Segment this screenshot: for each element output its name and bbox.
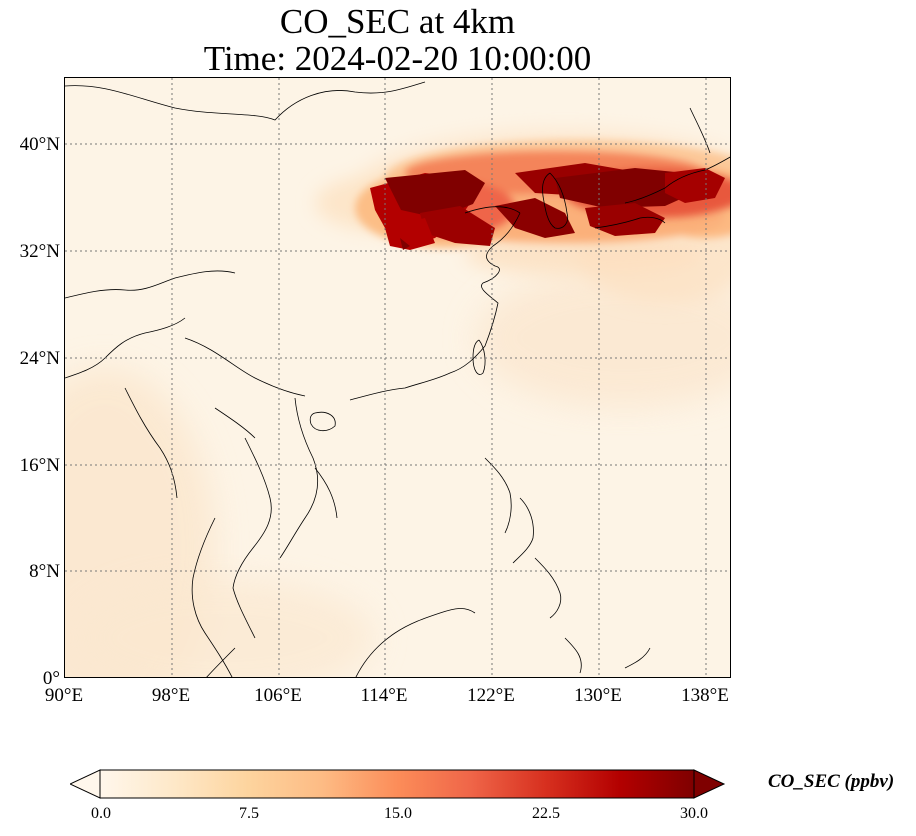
lat-tick-label: 24°N [19, 348, 60, 369]
map-canvas [65, 78, 730, 677]
lat-tick-label: 40°N [19, 134, 60, 155]
lat-tick-label: 32°N [19, 241, 60, 262]
colorbar-tick-label: 15.0 [384, 805, 412, 822]
field-region [75, 578, 375, 677]
colorbar-tick-label: 0.0 [91, 805, 111, 822]
colorbar [70, 769, 726, 799]
colorbar-extend-max [693, 769, 726, 799]
lat-tick-label: 16°N [19, 455, 60, 476]
colorbar-tick-label: 7.5 [239, 805, 259, 822]
colorbar-ramp [99, 769, 695, 799]
colorbar-label: CO_SEC (ppbv) [768, 771, 895, 792]
lon-tick-label: 106°E [254, 685, 302, 706]
field-region [475, 268, 730, 408]
plot-subtitle: Time: 2024-02-20 10:00:00 [203, 39, 592, 78]
map-panel[interactable] [64, 77, 731, 678]
lat-tick-label: 8°N [29, 561, 60, 582]
co-plume-core [370, 163, 725, 250]
lon-tick-label: 122°E [467, 685, 515, 706]
colorbar-tick-label: 30.0 [680, 805, 708, 822]
colorbar-extend-min [70, 769, 101, 799]
lat-tick-label: 0° [42, 668, 60, 689]
gridlines [65, 78, 730, 677]
lon-tick-label: 114°E [360, 685, 408, 706]
lon-tick-label: 98°E [151, 685, 191, 706]
colorbar-tick-label: 22.5 [532, 805, 560, 822]
lon-tick-label: 130°E [574, 685, 622, 706]
coastlines [65, 81, 730, 677]
plot-title: CO_SEC at 4km [279, 2, 516, 41]
lon-tick-label: 90°E [44, 685, 84, 706]
lon-tick-label: 138°E [681, 685, 729, 706]
